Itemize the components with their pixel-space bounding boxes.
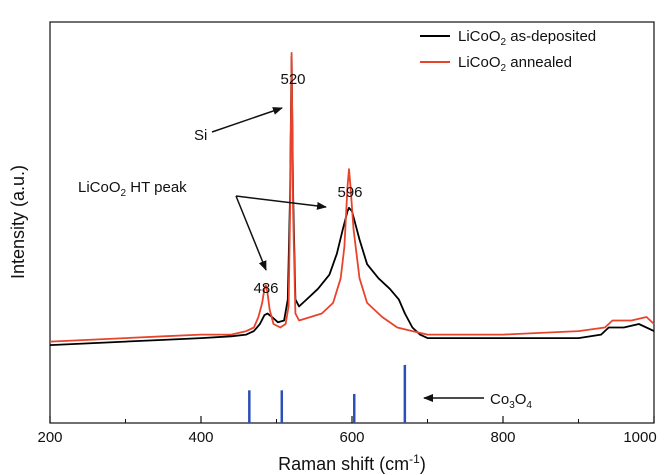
peak-label-486: 486 bbox=[253, 280, 278, 297]
series-line-annealed bbox=[49, 52, 655, 343]
co3o4-label: Co3O4 bbox=[490, 391, 532, 411]
legend-label-as-deposited: LiCoO2 as-deposited bbox=[458, 28, 596, 48]
plot-frame bbox=[49, 21, 655, 424]
x-axis-title: Raman shift (cm-1) bbox=[278, 452, 426, 474]
series-lines bbox=[49, 52, 655, 346]
y-axis-title: Intensity (a.u.) bbox=[8, 165, 28, 279]
si-arrow bbox=[211, 107, 283, 133]
ht-arrow-596 bbox=[235, 195, 327, 210]
peak-label-596: 596 bbox=[337, 184, 362, 201]
x-tick-label: 800 bbox=[490, 429, 515, 446]
x-tick-label: 200 bbox=[37, 429, 62, 446]
x-axis-ticks: 200 400 600 800 1000 bbox=[37, 416, 657, 446]
ht-peak-label: LiCoO2 HT peak bbox=[78, 179, 187, 199]
x-tick-label: 400 bbox=[188, 429, 213, 446]
x-tick-label: 1000 bbox=[623, 429, 656, 446]
x-tick-label: 600 bbox=[339, 429, 364, 446]
ht-arrow-486 bbox=[235, 195, 267, 271]
legend: LiCoO2 as-deposited LiCoO2 annealed bbox=[420, 28, 596, 74]
si-label: Si bbox=[194, 127, 207, 144]
co3o4-reference-lines bbox=[248, 364, 407, 423]
peak-label-520: 520 bbox=[280, 71, 305, 88]
legend-label-annealed: LiCoO2 annealed bbox=[458, 54, 572, 74]
series-line-as-deposited bbox=[49, 55, 655, 346]
